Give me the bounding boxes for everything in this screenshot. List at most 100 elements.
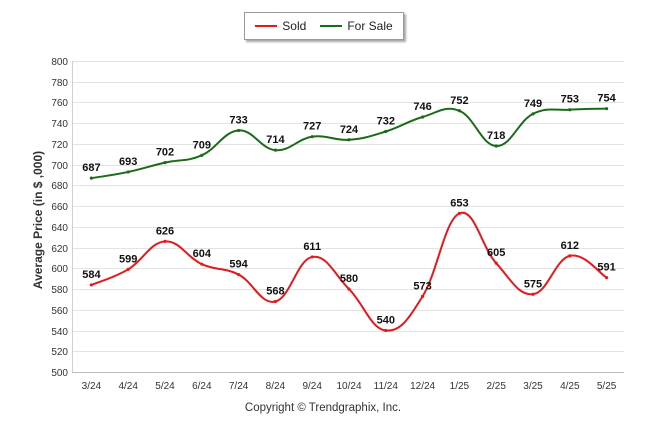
data-point-sold <box>531 292 535 296</box>
legend-swatch-sold <box>255 25 278 27</box>
data-label-for-sale: 724 <box>340 124 359 136</box>
data-label-sold: 540 <box>377 315 395 327</box>
data-label-for-sale: 714 <box>266 134 285 146</box>
y-tick-label: 520 <box>51 347 68 358</box>
data-point-for-sale <box>200 153 204 157</box>
data-label-sold: 605 <box>487 247 505 259</box>
y-tick-label: 700 <box>51 161 68 172</box>
x-tick-label: 5/24 <box>155 381 175 392</box>
data-label-for-sale: 727 <box>303 121 321 133</box>
data-point-sold <box>457 211 461 215</box>
data-point-sold <box>89 283 93 287</box>
data-label-sold: 568 <box>266 286 284 298</box>
data-point-sold <box>273 299 277 304</box>
data-point-for-sale <box>347 138 351 142</box>
data-label-sold: 612 <box>561 240 579 252</box>
legend-item-for-sale: For Sale <box>320 19 393 33</box>
data-label-sold: 575 <box>524 278 542 290</box>
data-point-sold <box>421 294 425 298</box>
data-point-for-sale <box>421 115 425 119</box>
x-tick-label: 11/24 <box>374 381 399 392</box>
legend-label-for-sale: For Sale <box>347 19 393 33</box>
data-point-for-sale <box>457 109 461 113</box>
data-point-for-sale <box>310 135 314 139</box>
x-tick-label: 6/24 <box>192 381 212 392</box>
y-tick-label: 600 <box>51 264 68 275</box>
x-tick-label: 2/25 <box>486 381 506 392</box>
x-tick-label: 5/25 <box>597 381 617 392</box>
data-point-sold <box>384 328 388 333</box>
y-tick-label: 580 <box>51 285 68 296</box>
x-tick-label: 10/24 <box>336 381 361 392</box>
data-label-for-sale: 709 <box>193 139 211 151</box>
data-label-sold: 573 <box>413 280 431 292</box>
data-point-sold <box>310 255 314 259</box>
data-label-for-sale: 732 <box>377 115 395 127</box>
data-point-for-sale <box>237 128 241 133</box>
data-point-for-sale <box>126 170 130 174</box>
data-point-for-sale <box>605 107 609 111</box>
data-label-sold: 604 <box>193 248 212 260</box>
y-tick-label: 800 <box>51 57 68 68</box>
data-label-for-sale: 753 <box>561 94 579 106</box>
data-point-for-sale <box>163 160 167 165</box>
data-label-for-sale: 733 <box>229 114 247 126</box>
data-label-sold: 653 <box>450 197 468 209</box>
y-tick-label: 760 <box>51 98 68 109</box>
y-tick-label: 780 <box>51 78 68 89</box>
data-label-sold: 594 <box>229 259 248 271</box>
y-tick-label: 560 <box>51 306 68 317</box>
series-line-for-sale <box>91 107 607 180</box>
x-tick-label: 3/25 <box>523 381 543 392</box>
data-label-for-sale: 718 <box>487 130 505 142</box>
data-point-sold <box>200 262 204 266</box>
data-label-sold: 584 <box>82 269 101 281</box>
x-tick-label: 4/25 <box>560 381 580 392</box>
x-tick-label: 4/24 <box>118 381 138 392</box>
legend-swatch-for-sale <box>320 25 343 27</box>
y-tick-label: 640 <box>51 223 68 234</box>
y-tick-label: 740 <box>51 119 68 130</box>
x-tick-label: 7/24 <box>229 381 249 392</box>
x-tick-label: 9/24 <box>302 381 322 392</box>
data-point-sold <box>605 276 609 280</box>
chart-legend: Sold For Sale <box>244 12 404 40</box>
y-tick-label: 720 <box>51 140 68 151</box>
data-label-sold: 591 <box>597 262 615 274</box>
y-tick-label: 680 <box>51 181 68 192</box>
data-label-for-sale: 687 <box>82 162 100 174</box>
data-point-for-sale <box>568 108 572 112</box>
data-label-for-sale: 752 <box>450 95 468 107</box>
data-label-for-sale: 702 <box>156 147 174 159</box>
data-label-sold: 611 <box>303 241 321 253</box>
series-line-sold <box>91 211 608 332</box>
data-label-sold: 580 <box>340 273 358 285</box>
y-tick-label: 660 <box>51 202 68 213</box>
data-label-for-sale: 746 <box>413 101 431 113</box>
y-axis-label: Average Price (in $ ,000) <box>31 150 45 290</box>
y-tick-label: 500 <box>51 368 68 379</box>
y-tick-label: 540 <box>51 327 68 338</box>
data-point-sold <box>494 261 498 265</box>
copyright-footer: Copyright © Trendgraphix, Inc. <box>244 402 402 414</box>
data-point-sold <box>163 239 167 243</box>
data-label-for-sale: 754 <box>597 93 616 105</box>
data-point-for-sale <box>531 112 535 116</box>
x-tick-label: 1/25 <box>450 381 470 392</box>
data-label-sold: 626 <box>156 225 174 237</box>
data-point-for-sale <box>89 176 93 180</box>
y-tick-label: 620 <box>51 244 68 255</box>
data-point-for-sale <box>273 148 277 152</box>
legend-label-sold: Sold <box>282 19 307 33</box>
data-point-sold <box>126 267 130 271</box>
data-label-sold: 599 <box>119 253 137 265</box>
data-point-sold <box>347 287 351 291</box>
data-point-for-sale <box>494 144 498 148</box>
data-label-for-sale: 693 <box>119 156 137 168</box>
data-point-for-sale <box>384 129 388 134</box>
x-tick-label: 12/24 <box>410 381 435 392</box>
data-point-sold <box>568 254 572 258</box>
data-point-sold <box>237 272 241 277</box>
legend-item-sold: Sold <box>255 19 306 33</box>
